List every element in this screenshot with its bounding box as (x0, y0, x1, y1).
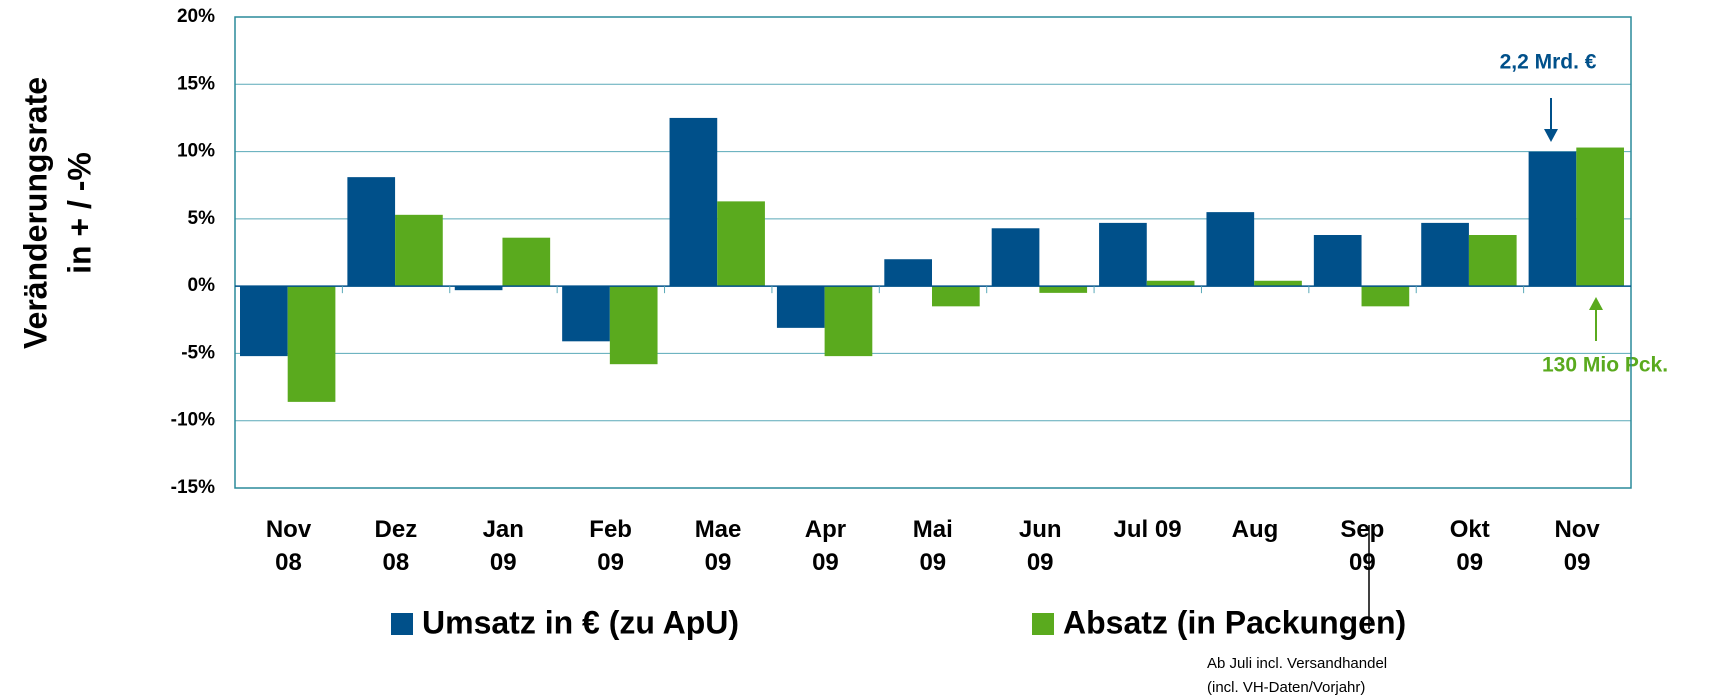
plot-border (234, 16, 1632, 489)
bar (502, 237, 551, 287)
bar (454, 286, 503, 291)
y-tick-label: 5% (188, 208, 216, 229)
x-tick-label: Jun 09 (1018, 516, 1062, 576)
legend-label: Umsatz in € (zu ApU) (422, 604, 739, 640)
annotation: 130 Mio Pck. (1542, 354, 1668, 377)
x-tick-label: Nov 08 (265, 516, 312, 576)
x-tick-label: Mai 09 (912, 516, 953, 576)
x-tick-label: Sep 09 (1340, 516, 1385, 576)
footnote: Ab Juli incl. Versandhandel (1207, 655, 1387, 672)
x-tick-label: Apr 09 (804, 516, 847, 576)
bar (1528, 151, 1577, 287)
legend-label: Absatz (in Packungen) (1063, 604, 1406, 640)
bar (1313, 235, 1362, 287)
bar (287, 286, 336, 402)
x-tick-label: Mae 09 (694, 516, 742, 576)
annotation: 2,2 Mrd. € (1500, 51, 1597, 74)
bar (562, 286, 610, 342)
bar (1468, 235, 1517, 287)
y-tick-label: 15% (177, 73, 215, 94)
y-tick-label: -15% (171, 477, 215, 498)
bar (1254, 280, 1302, 287)
arrow-head (1544, 129, 1558, 142)
y-tick-label: -10% (171, 410, 215, 431)
y-axis-label: in + / -% (61, 152, 97, 274)
bar (669, 117, 718, 287)
x-tick-label: Nov 09 (1554, 516, 1600, 576)
bar (609, 286, 658, 365)
bar (1361, 286, 1410, 307)
bar (932, 286, 980, 307)
bar (1421, 222, 1469, 287)
bar (776, 286, 825, 328)
y-tick-label: 20% (177, 6, 215, 27)
arrow-head (1589, 297, 1603, 310)
x-tick-label: Jan 09 (482, 516, 524, 576)
bar (1576, 147, 1624, 287)
footnote: (incl. VH-Daten/Vorjahr) (1207, 679, 1365, 696)
bar (240, 286, 288, 357)
y-tick-label: -5% (181, 342, 215, 363)
bar (1099, 222, 1147, 287)
legend-swatch (391, 613, 413, 635)
bar (395, 214, 443, 287)
bar (1146, 280, 1195, 287)
x-tick-label: Jul 09 (1113, 516, 1182, 543)
bar (824, 286, 873, 357)
x-tick-label: Aug (1231, 516, 1279, 543)
y-tick-label: 10% (177, 141, 215, 162)
x-tick-label: Dez 08 (374, 516, 418, 576)
bar (884, 259, 932, 287)
y-tick-label: 0% (188, 275, 216, 296)
y-axis-label: Veränderungsrate (17, 77, 53, 349)
bar (347, 177, 396, 287)
legend-swatch (1032, 613, 1054, 635)
bar (991, 228, 1040, 287)
bar (1206, 212, 1255, 287)
x-tick-label: Okt 09 (1449, 516, 1490, 576)
x-tick-label: Feb 09 (589, 516, 632, 576)
bar (1039, 286, 1088, 293)
bar (717, 201, 765, 287)
